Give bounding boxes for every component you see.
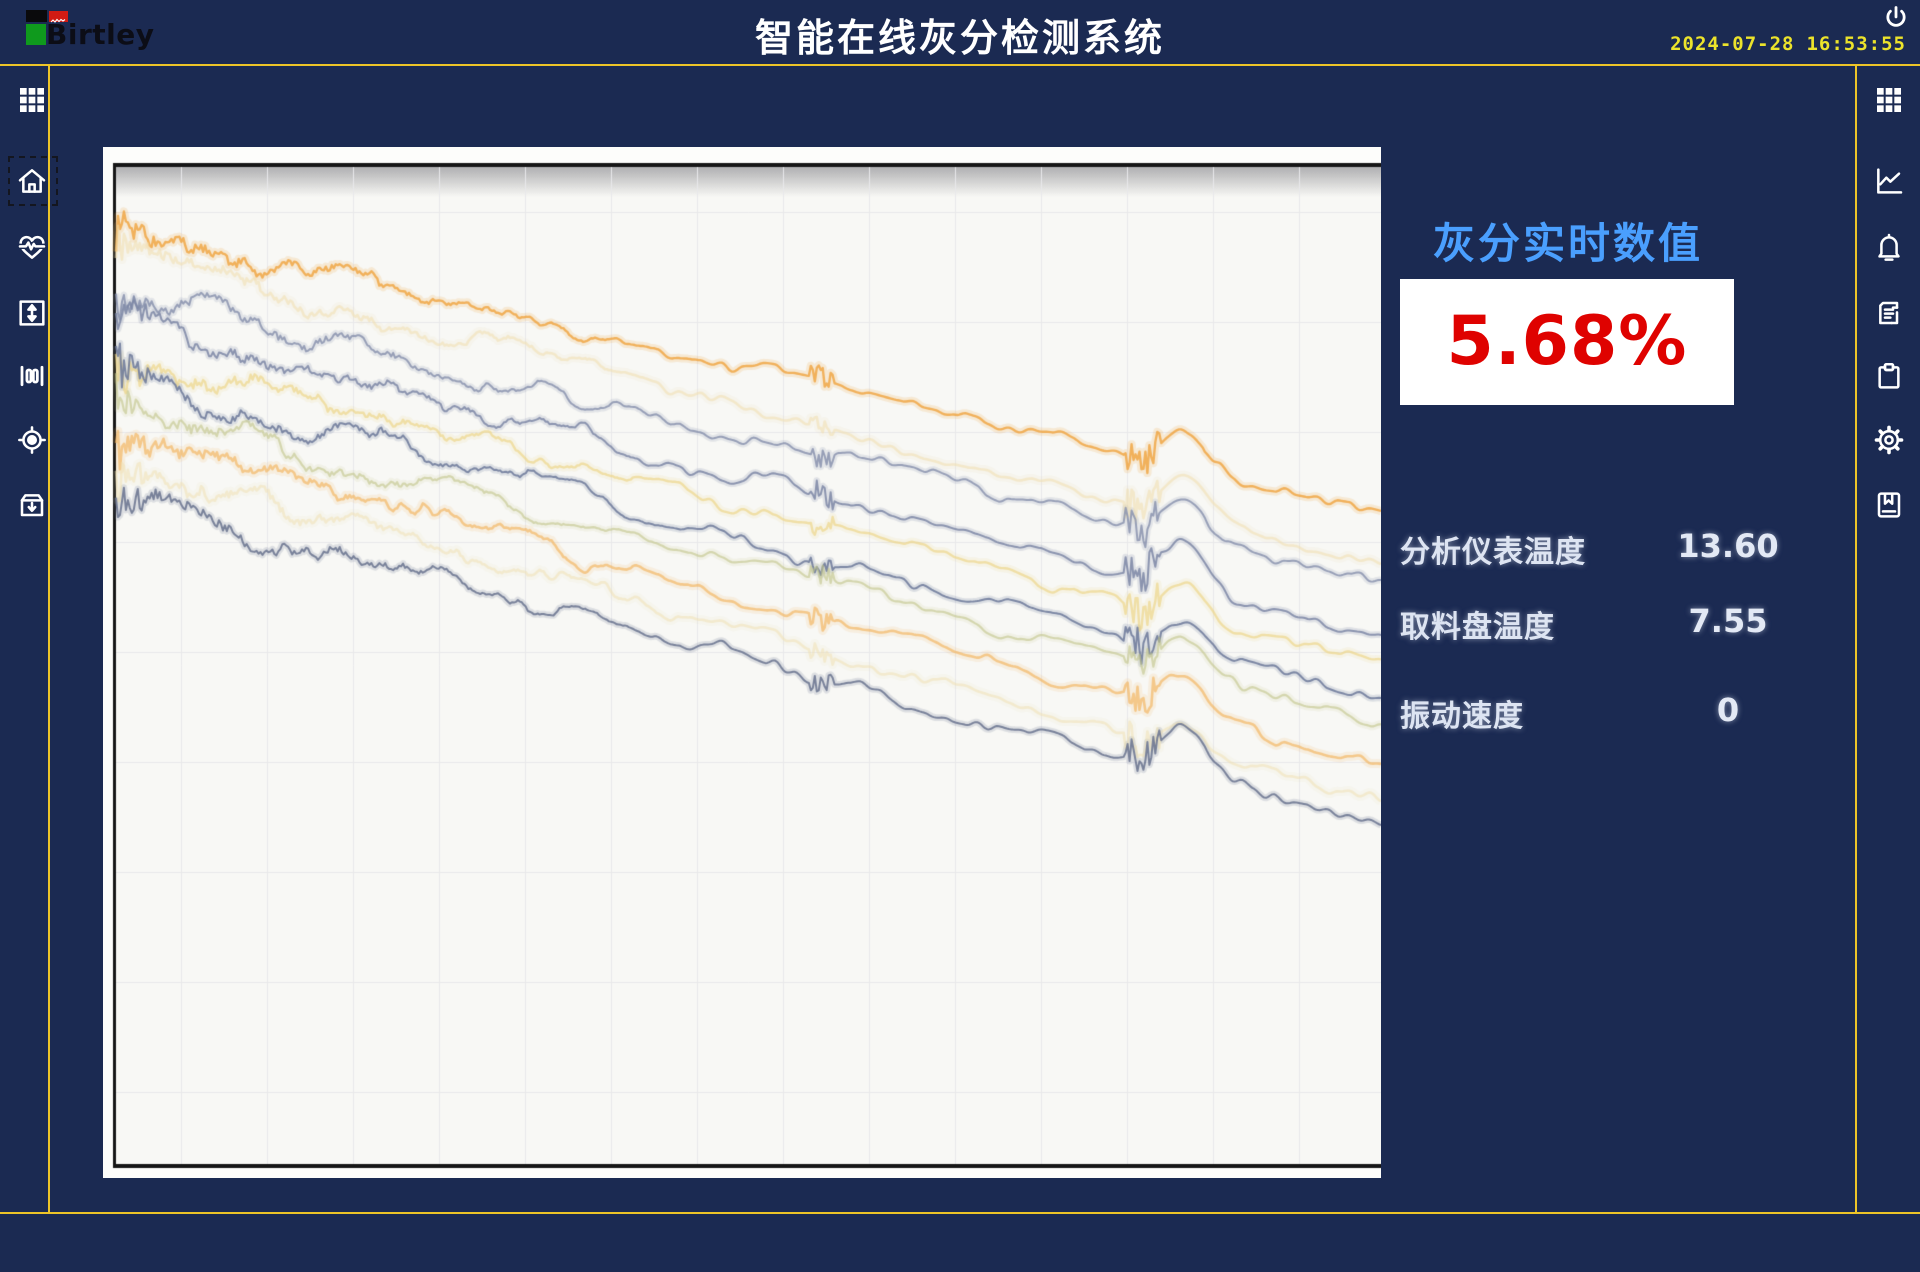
divider-top (0, 64, 1920, 66)
vertical-range-button[interactable] (16, 297, 48, 329)
company-logo: Birtley (26, 10, 196, 54)
analyzer-temp-label: 分析仪表温度 (1400, 535, 1586, 570)
selected-item-outline (8, 156, 58, 206)
clipboard-button[interactable] (1873, 360, 1905, 392)
date-text: 2024-07-28 (1670, 33, 1795, 55)
divider-left-rail (48, 66, 50, 1212)
ash-value: 5.68% (1446, 302, 1688, 381)
analyzer-temp-value: 13.60 (1677, 527, 1779, 565)
alarm-bell-button[interactable] (1873, 231, 1905, 263)
bars-button[interactable] (16, 360, 48, 392)
page-title: 智能在线灰分检测系统 (754, 16, 1165, 60)
datetime-display: 2024-07-28 16:53:55 (1670, 33, 1906, 55)
vibration-speed-value: 0 (1716, 691, 1740, 729)
left-rail-grid-menu-button[interactable] (16, 84, 48, 116)
logo-red-square (49, 11, 68, 23)
tray-temp-value: 7.55 (1688, 602, 1768, 640)
target-button[interactable] (16, 424, 48, 456)
time-text: 16:53:55 (1806, 33, 1906, 55)
reading-row: 取料盘温度 7.55 (1400, 602, 1830, 646)
settings-gear-button[interactable] (1873, 424, 1905, 456)
home-button[interactable] (16, 165, 48, 197)
trend-chart-button[interactable] (1873, 165, 1905, 197)
reading-row: 分析仪表温度 13.60 (1400, 527, 1830, 571)
divider-bottom (0, 1212, 1920, 1214)
power-icon[interactable] (1882, 4, 1910, 32)
book-save-button[interactable] (1873, 489, 1905, 521)
ash-realtime-title: 灰分实时数值 (1432, 219, 1703, 268)
header-bar: Birtley 智能在线灰分检测系统 2024-07-28 16:53:55 (0, 0, 1920, 64)
right-rail-grid-menu-button[interactable] (1873, 84, 1905, 116)
heartbeat-monitor-button[interactable] (16, 231, 48, 263)
ash-trend-chart (103, 147, 1381, 1178)
vibration-speed-label: 振动速度 (1400, 699, 1524, 734)
reading-row: 振动速度 0 (1400, 691, 1830, 735)
logo-black-square (26, 10, 47, 22)
report-document-button[interactable] (1873, 297, 1905, 329)
logo-text: Birtley (46, 18, 155, 51)
tray-temp-label: 取料盘温度 (1400, 610, 1555, 645)
ash-value-card: 5.68% (1400, 279, 1734, 405)
archive-box-button[interactable] (16, 489, 48, 521)
divider-right-rail (1855, 66, 1857, 1212)
logo-green-square (26, 24, 46, 45)
